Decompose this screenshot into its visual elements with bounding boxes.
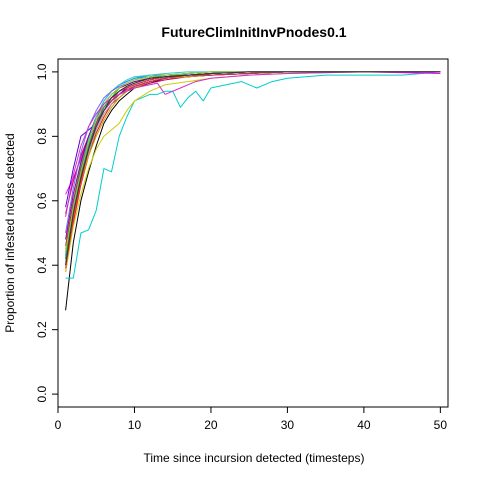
y-tick-label: 0.4 [35, 257, 49, 274]
series-line-5 [65, 71, 441, 279]
series-line-8 [65, 71, 441, 266]
series-line-12 [65, 71, 441, 256]
y-tick-label: 1.0 [35, 63, 49, 80]
series-line-15 [65, 71, 441, 263]
series-line-21 [65, 71, 441, 217]
series-line-17 [65, 71, 441, 259]
series-line-14 [65, 71, 441, 240]
series-line-22 [65, 71, 441, 266]
series-line-16 [65, 71, 441, 269]
x-tick-label: 10 [128, 418, 142, 432]
x-axis-label: Time since incursion detected (timesteps… [144, 451, 365, 465]
chart-title: FutureClimInitInvPnodes0.1 [161, 24, 346, 40]
x-tick-label: 0 [55, 418, 62, 432]
series-line-19 [65, 71, 441, 246]
series-layer [65, 71, 441, 311]
series-line-7 [65, 71, 441, 272]
y-tick-label: 0.8 [35, 128, 49, 145]
y-tick-label: 0.0 [35, 385, 49, 402]
series-line-1 [65, 71, 441, 311]
y-tick-label: 0.2 [35, 321, 49, 338]
x-tick-label: 20 [204, 418, 218, 432]
series-line-3 [65, 71, 441, 259]
x-tick-label: 30 [281, 418, 295, 432]
series-line-2 [65, 71, 441, 272]
x-tick-label: 40 [357, 418, 371, 432]
x-tick-label: 50 [434, 418, 448, 432]
y-tick-label: 0.6 [35, 192, 49, 209]
series-line-4 [65, 71, 441, 266]
plot-frame [57, 58, 449, 408]
y-axis-label: Proportion of infested nodes detected [3, 133, 17, 332]
x-axis: 0 10 20 30 40 50 [55, 407, 448, 432]
y-axis: 0.0 0.2 0.4 0.6 0.8 1.0 [35, 63, 58, 402]
